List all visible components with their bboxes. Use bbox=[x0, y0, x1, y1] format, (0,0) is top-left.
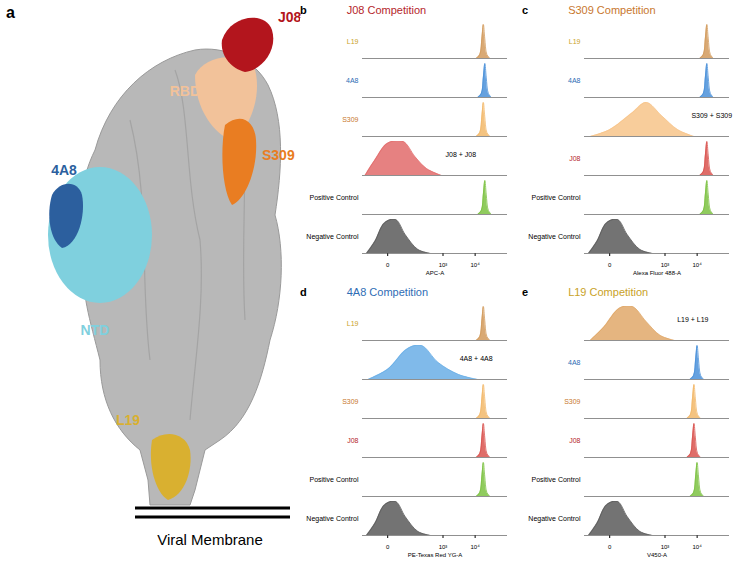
svg-text:Positive Control: Positive Control bbox=[309, 194, 358, 201]
html-text:d: d bbox=[300, 286, 307, 298]
svg-text:0: 0 bbox=[386, 544, 390, 550]
svg-text:J08 + J08: J08 + J08 bbox=[446, 151, 477, 158]
svg-text:10⁴: 10⁴ bbox=[693, 262, 703, 268]
svg-text:10³: 10³ bbox=[439, 262, 448, 268]
svg-text:Negative Control: Negative Control bbox=[528, 515, 581, 523]
svg-text:L19: L19 bbox=[116, 412, 140, 428]
svg-text:S309: S309 bbox=[342, 398, 358, 405]
svg-text:4A8: 4A8 bbox=[346, 77, 359, 84]
svg-text:L19: L19 bbox=[569, 38, 581, 45]
svg-text:Positive Control: Positive Control bbox=[309, 476, 358, 483]
svg-text:Negative Control: Negative Control bbox=[528, 233, 581, 241]
svg-text:L19: L19 bbox=[347, 320, 359, 327]
svg-text:4A8: 4A8 bbox=[568, 359, 581, 366]
html-text:c: c bbox=[522, 4, 529, 16]
svg-text:Positive Control: Positive Control bbox=[531, 194, 580, 201]
html-text:b: b bbox=[300, 4, 307, 16]
svg-text:L19: L19 bbox=[347, 38, 359, 45]
svg-text:S309 + S309: S309 + S309 bbox=[691, 112, 732, 119]
svg-text:RBD: RBD bbox=[170, 83, 200, 99]
svg-text:L19 + L19: L19 + L19 bbox=[677, 316, 708, 323]
svg-text:J08: J08 bbox=[569, 437, 580, 444]
svg-text:4A8: 4A8 bbox=[568, 77, 581, 84]
svg-text:10³: 10³ bbox=[439, 544, 448, 550]
html-text:J08 Competition: J08 Competition bbox=[346, 4, 427, 16]
svg-text:0: 0 bbox=[386, 262, 390, 268]
html-text:e: e bbox=[522, 286, 529, 298]
svg-text:S309: S309 bbox=[342, 116, 358, 123]
svg-text:a: a bbox=[6, 4, 15, 21]
svg-text:J08: J08 bbox=[569, 155, 580, 162]
svg-text:PE-Texas Red YG-A: PE-Texas Red YG-A bbox=[408, 552, 463, 558]
svg-text:4A8 + 4A8: 4A8 + 4A8 bbox=[460, 355, 493, 362]
svg-text:Alexa Fluor 488-A: Alexa Fluor 488-A bbox=[633, 270, 681, 276]
svg-text:10³: 10³ bbox=[661, 544, 670, 550]
svg-text:0: 0 bbox=[608, 544, 612, 550]
svg-text:Positive Control: Positive Control bbox=[531, 476, 580, 483]
svg-text:S309: S309 bbox=[262, 147, 295, 163]
svg-text:Viral Membrane: Viral Membrane bbox=[157, 531, 263, 548]
html-text:4A8 Competition: 4A8 Competition bbox=[346, 286, 429, 298]
svg-text:10⁴: 10⁴ bbox=[471, 262, 481, 268]
html-text:L19 Competition: L19 Competition bbox=[568, 286, 649, 298]
svg-text:4A8: 4A8 bbox=[51, 162, 77, 178]
svg-text:10³: 10³ bbox=[661, 262, 670, 268]
svg-text:Negative Control: Negative Control bbox=[306, 233, 359, 241]
svg-text:Negative Control: Negative Control bbox=[306, 515, 359, 523]
svg-text:S309: S309 bbox=[564, 398, 580, 405]
svg-text:APC-A: APC-A bbox=[426, 270, 444, 276]
svg-text:10⁴: 10⁴ bbox=[471, 544, 481, 550]
svg-text:V450-A: V450-A bbox=[647, 552, 667, 558]
svg-text:J08: J08 bbox=[278, 9, 302, 25]
svg-text:10⁴: 10⁴ bbox=[693, 544, 703, 550]
svg-text:NTD: NTD bbox=[81, 322, 110, 338]
svg-text:0: 0 bbox=[608, 262, 612, 268]
svg-text:J08: J08 bbox=[347, 437, 358, 444]
html-text:S309 Competition: S309 Competition bbox=[568, 4, 656, 16]
